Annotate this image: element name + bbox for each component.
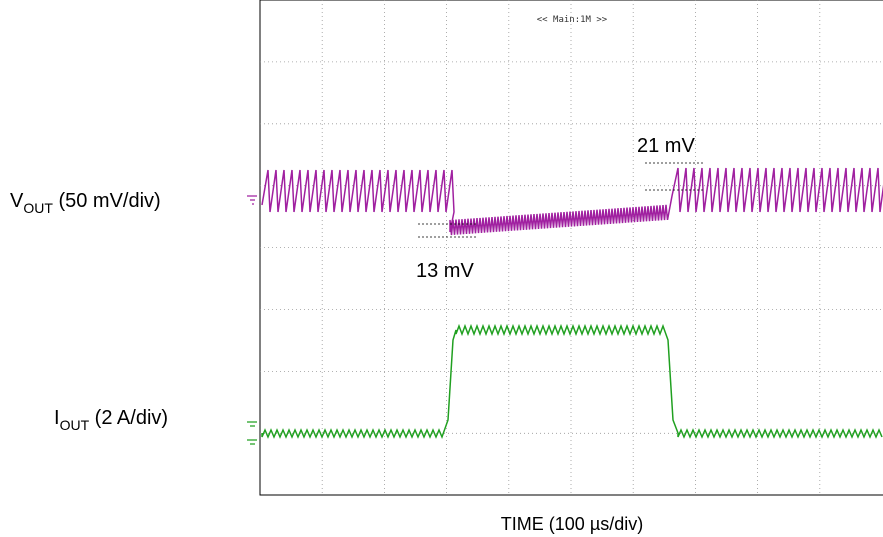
ground-marker bbox=[247, 421, 257, 445]
iout-trace bbox=[261, 323, 883, 440]
screen-frame bbox=[259, 0, 883, 496]
annotation: 13 mV bbox=[416, 260, 474, 282]
x-axis-label: TIME (100 µs/div) bbox=[501, 514, 643, 534]
annotation-markers bbox=[418, 162, 705, 238]
vout-trace bbox=[261, 167, 883, 236]
annotation: 21 mV bbox=[637, 135, 695, 157]
ground-markers bbox=[247, 195, 257, 445]
waveforms bbox=[261, 167, 883, 440]
scope-header: << Main:1M >> bbox=[537, 15, 608, 25]
ground-marker bbox=[247, 195, 257, 205]
channel-label: IOUT (2 A/div) bbox=[54, 407, 168, 433]
channel-label: VOUT (50 mV/div) bbox=[10, 190, 161, 216]
grid bbox=[260, 0, 883, 495]
